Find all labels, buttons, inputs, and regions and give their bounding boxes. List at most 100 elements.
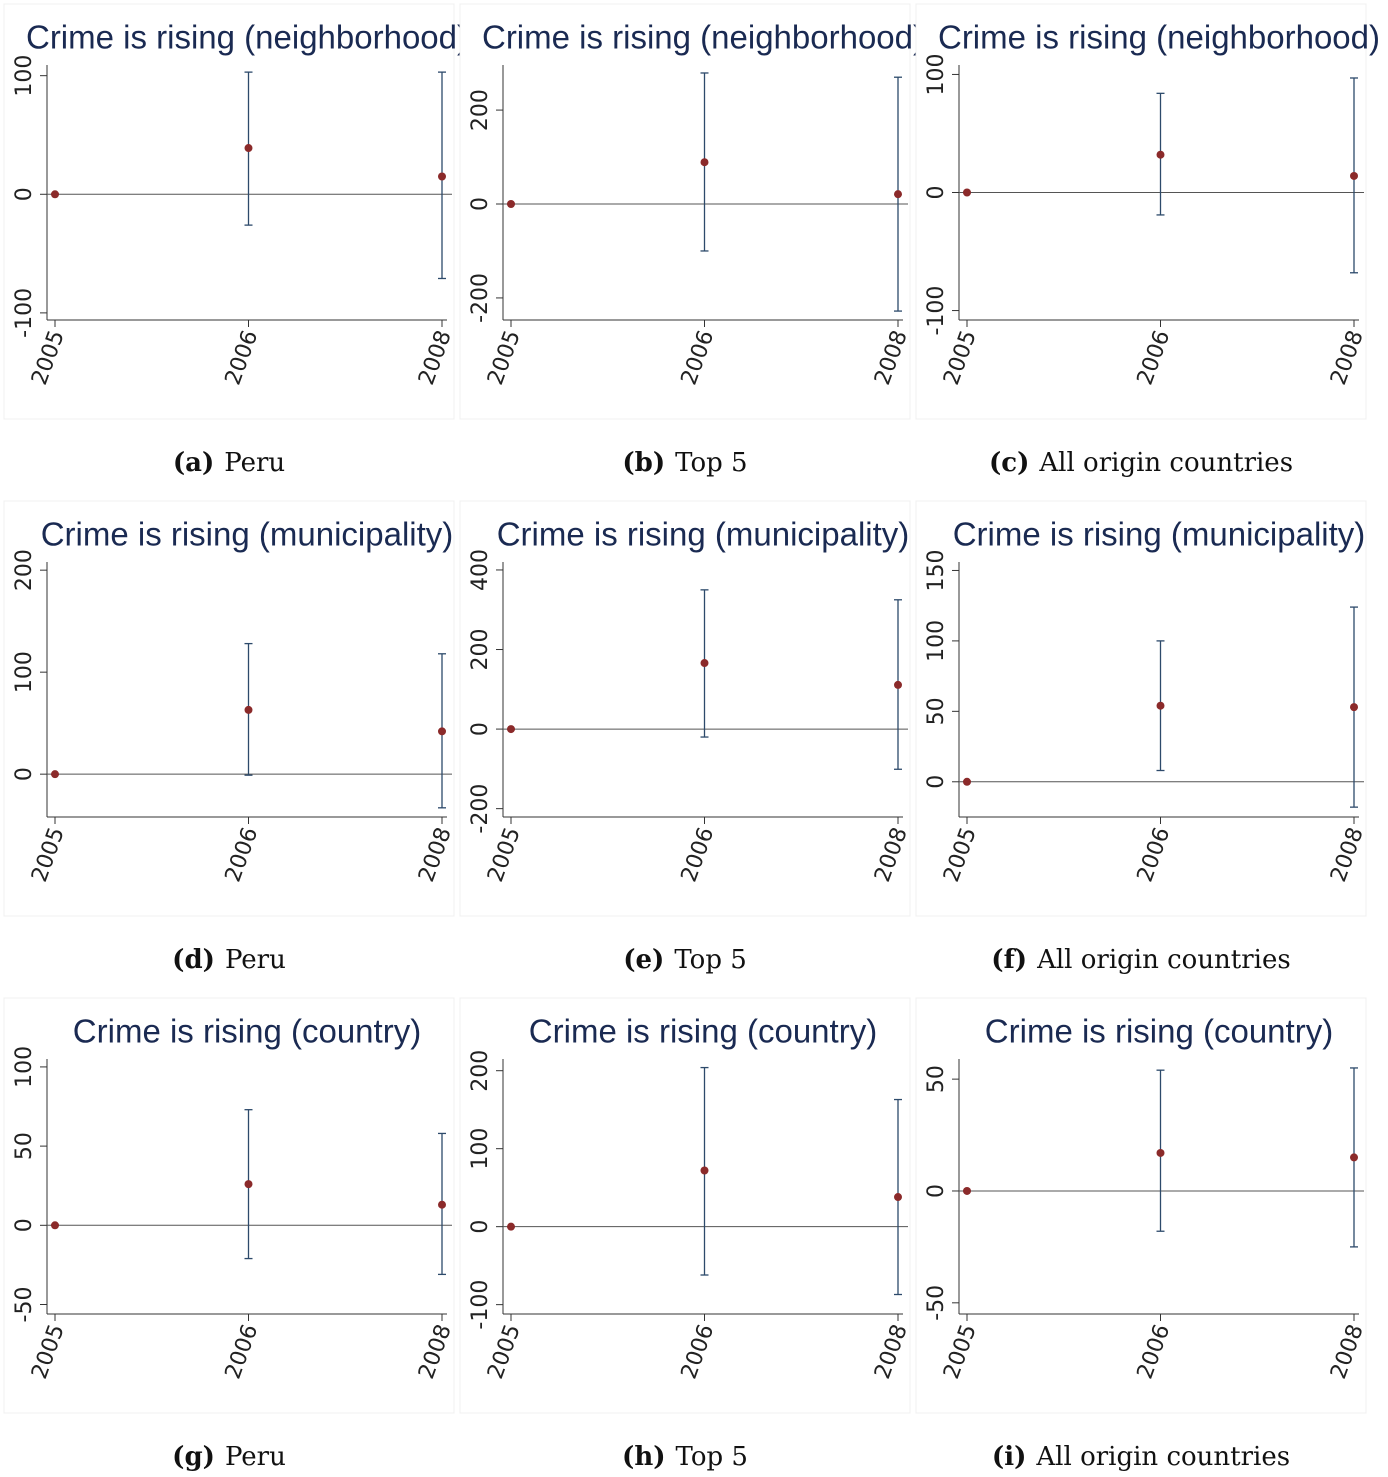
y-tick-label: 100 xyxy=(924,620,949,662)
y-tick-label: 200 xyxy=(12,549,37,591)
chart-title: Crime is rising (municipality) xyxy=(41,516,454,553)
point xyxy=(1156,1148,1165,1157)
panel xyxy=(915,3,1367,420)
caption: (h) Top 5 xyxy=(622,1442,748,1472)
y-tick-label: 400 xyxy=(468,549,493,591)
y-tick-label: 0 xyxy=(12,767,37,781)
point xyxy=(51,1221,59,1230)
y-tick-label: 100 xyxy=(924,53,949,95)
caption-text: All origin countries xyxy=(1038,448,1293,478)
y-tick-label: 100 xyxy=(12,55,37,97)
point xyxy=(507,200,515,209)
caption-label: (a) xyxy=(173,448,214,478)
chart-title: Crime is rising (country) xyxy=(73,1013,421,1050)
panel xyxy=(459,500,911,917)
y-tick-label: 0 xyxy=(468,722,493,736)
y-tick-label: 50 xyxy=(924,697,949,725)
chart-title: Crime is rising (country) xyxy=(985,1013,1333,1050)
point xyxy=(894,1193,902,1202)
caption-label: (d) xyxy=(172,945,215,975)
caption: (f) All origin countries xyxy=(991,945,1290,975)
caption-text: Peru xyxy=(225,1442,286,1472)
y-tick-label: 100 xyxy=(12,651,37,693)
point xyxy=(963,188,971,197)
y-tick-label: 0 xyxy=(12,1218,37,1232)
caption-text: Peru xyxy=(225,945,286,975)
panel xyxy=(3,997,455,1414)
point xyxy=(438,727,446,736)
caption: (g) Peru xyxy=(172,1442,286,1472)
caption-label: (e) xyxy=(623,945,664,975)
point xyxy=(244,705,253,714)
point xyxy=(51,770,59,779)
point xyxy=(1350,703,1358,712)
point xyxy=(700,158,709,167)
panel xyxy=(459,3,911,420)
point xyxy=(894,190,902,199)
caption: (e) Top 5 xyxy=(623,945,747,975)
point xyxy=(51,190,59,199)
caption-text: All origin countries xyxy=(1035,1442,1290,1472)
y-tick-label: 200 xyxy=(468,629,493,671)
point xyxy=(700,659,709,668)
point xyxy=(963,1186,971,1195)
y-tick-label: -200 xyxy=(468,784,493,834)
caption-text: Top 5 xyxy=(676,1442,748,1472)
y-tick-label: 0 xyxy=(924,775,949,789)
point xyxy=(963,777,971,786)
y-tick-label: -100 xyxy=(924,286,949,336)
chart-title: Crime is rising (neighborhood) xyxy=(26,19,468,56)
point xyxy=(507,725,515,734)
point xyxy=(894,680,902,689)
point xyxy=(1350,171,1358,180)
chart-title: Crime is rising (municipality) xyxy=(953,516,1366,553)
point xyxy=(244,144,253,153)
y-tick-label: -200 xyxy=(468,273,493,323)
caption: (i) All origin countries xyxy=(992,1442,1290,1472)
chart-title: Crime is rising (municipality) xyxy=(497,516,910,553)
caption-label: (b) xyxy=(622,448,665,478)
y-tick-label: 200 xyxy=(468,1050,493,1092)
point xyxy=(700,1166,709,1175)
chart-title: Crime is rising (neighborhood) xyxy=(482,19,924,56)
point xyxy=(1350,1153,1358,1162)
point xyxy=(438,172,446,181)
y-tick-label: 0 xyxy=(924,1184,949,1198)
point xyxy=(244,1180,253,1189)
chart-title: Crime is rising (neighborhood) xyxy=(938,19,1380,56)
point xyxy=(1156,701,1165,710)
y-tick-label: -50 xyxy=(924,1285,949,1321)
caption: (c) All origin countries xyxy=(989,448,1293,478)
y-tick-label: 0 xyxy=(924,186,949,200)
point xyxy=(1156,150,1165,159)
caption-label: (g) xyxy=(172,1442,215,1472)
caption-label: (f) xyxy=(991,945,1027,975)
caption-label: (i) xyxy=(992,1442,1026,1472)
chart-title: Crime is rising (country) xyxy=(529,1013,877,1050)
caption-text: All origin countries xyxy=(1036,945,1291,975)
caption-label: (h) xyxy=(622,1442,666,1472)
point xyxy=(507,1222,515,1231)
y-tick-label: 100 xyxy=(468,1128,493,1170)
caption: (d) Peru xyxy=(172,945,286,975)
point xyxy=(438,1200,446,1209)
y-tick-label: -100 xyxy=(468,1280,493,1330)
caption: (a) Peru xyxy=(173,448,285,478)
y-tick-label: 50 xyxy=(924,1065,949,1093)
panel xyxy=(915,997,1367,1414)
caption: (b) Top 5 xyxy=(622,448,747,478)
caption-text: Peru xyxy=(224,448,285,478)
panel xyxy=(3,3,455,420)
y-tick-label: -50 xyxy=(12,1287,37,1323)
y-tick-label: 200 xyxy=(468,89,493,131)
panel xyxy=(915,500,1367,917)
y-tick-label: 0 xyxy=(468,1220,493,1234)
caption-text: Top 5 xyxy=(674,945,746,975)
y-tick-label: -100 xyxy=(12,288,37,338)
panel xyxy=(459,997,911,1414)
caption-label: (c) xyxy=(989,448,1029,478)
y-tick-label: 0 xyxy=(12,187,37,201)
caption-text: Top 5 xyxy=(675,448,747,478)
y-tick-label: 0 xyxy=(468,197,493,211)
